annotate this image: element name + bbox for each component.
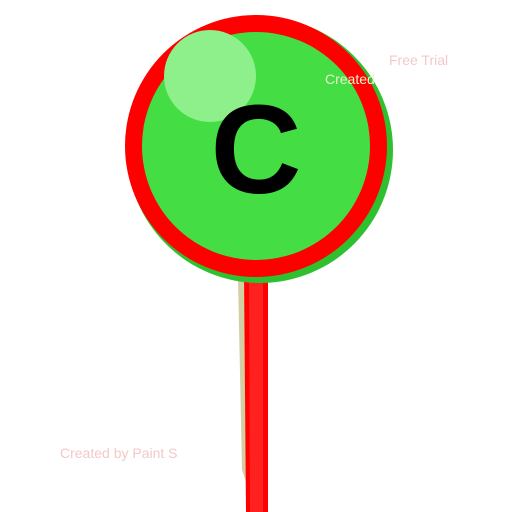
watermark-free-trial: Free Trial <box>389 52 449 68</box>
watermark-created-bottom: Created by Paint S <box>60 445 178 461</box>
stick-inner <box>249 280 263 512</box>
pin-letter: C <box>211 79 302 220</box>
highlight-bubble <box>164 30 256 122</box>
watermark-created-top: Created <box>325 71 375 87</box>
